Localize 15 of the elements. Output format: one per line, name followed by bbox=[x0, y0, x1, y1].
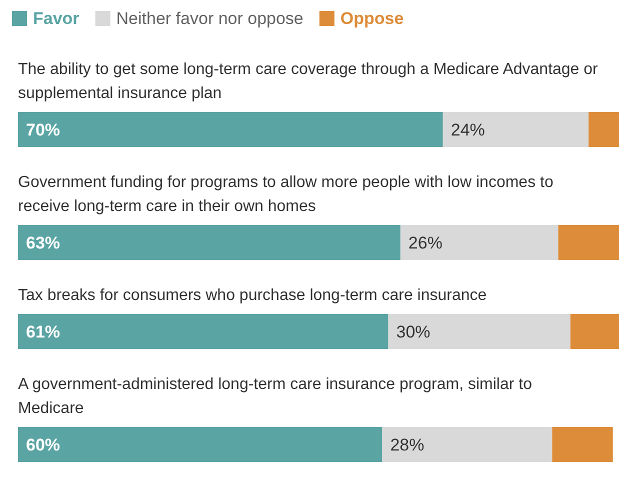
legend-label: Oppose bbox=[340, 9, 404, 28]
data-label: 28% bbox=[390, 436, 424, 454]
legend-label: Favor bbox=[33, 9, 80, 28]
y-tick-label: A government-administered long-term care insurance program, similar to Medicare bbox=[18, 376, 532, 417]
y-tick-label: Government funding for programs to allow more people with low incomes to receive long-term care in their own homes bbox=[18, 174, 554, 215]
y-tick-label: Tax breaks for consumers who purchase long-term care insurance bbox=[18, 287, 487, 304]
data-label: 61% bbox=[26, 322, 60, 342]
data-label: 26% bbox=[408, 234, 442, 252]
data-label: 70% bbox=[26, 120, 60, 140]
legend-label: Neither favor nor oppose bbox=[116, 9, 304, 28]
y-tick-label: The ability to get some long-term care coverage through a Medicare Advantage or supplemental insurance plan bbox=[18, 61, 599, 102]
data-label: 24% bbox=[450, 120, 485, 140]
data-label: 63% bbox=[26, 234, 60, 252]
data-label: 30% bbox=[396, 322, 430, 342]
data-label: 60% bbox=[26, 436, 60, 454]
